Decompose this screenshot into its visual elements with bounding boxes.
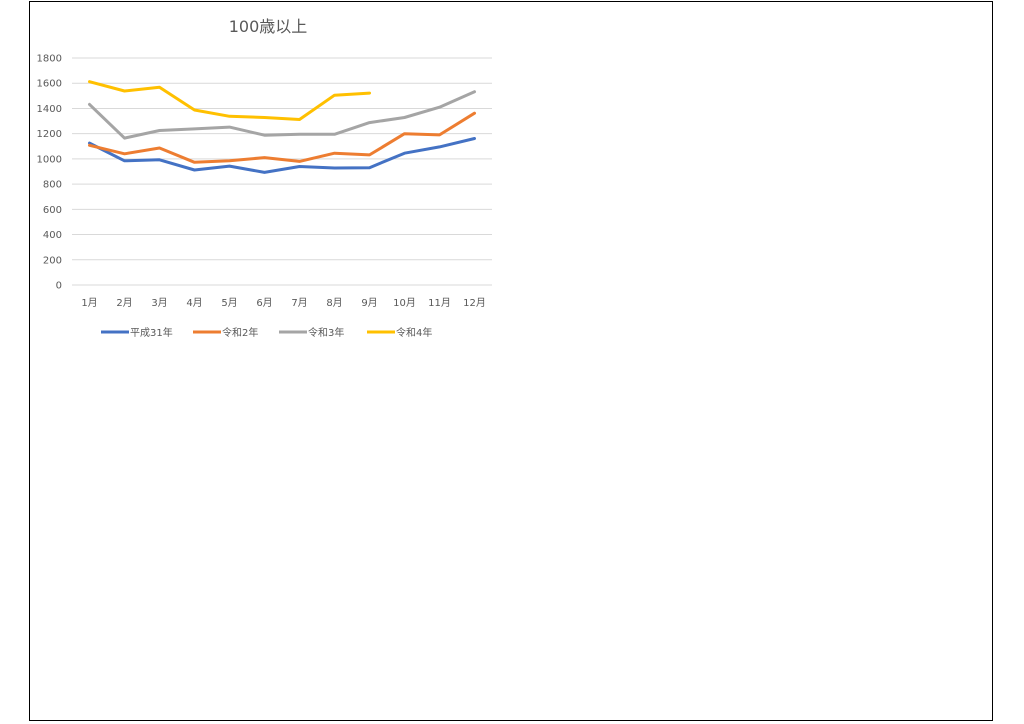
series-line [88, 80, 371, 121]
y-tick-label: 1800 [37, 54, 62, 65]
x-tick-label: 7月 [291, 297, 307, 309]
y-tick-label: 1000 [37, 154, 62, 165]
x-tick-label: 6月 [256, 297, 272, 309]
y-tick-label: 1600 [37, 79, 62, 90]
x-tick-label: 3月 [151, 297, 167, 309]
y-tick-label: 1400 [37, 104, 62, 115]
legend-label: 令和4年 [396, 326, 432, 339]
series-line [88, 137, 476, 174]
legend: 平成31年 令和2年 令和3年 令和4年 [101, 326, 432, 339]
x-tick-labels: 1月 2月 3月 4月 5月 6月 7月 8月 9月 10月 11月 12月 [81, 297, 486, 309]
y-tick-label: 0 [56, 281, 62, 292]
y-tick-label: 1200 [37, 129, 62, 140]
legend-label: 平成31年 [130, 326, 173, 339]
x-tick-label: 9月 [361, 297, 377, 309]
x-tick-label: 2月 [116, 297, 132, 309]
y-tick-labels: 0 200 400 600 800 1000 1200 1400 1600 1800 [37, 54, 62, 292]
x-tick-label: 11月 [428, 297, 451, 309]
x-tick-label: 1月 [81, 297, 97, 309]
y-tick-label: 200 [43, 255, 62, 266]
x-tick-label: 4月 [186, 297, 202, 309]
x-tick-label: 8月 [326, 297, 342, 309]
gridlines [72, 57, 492, 286]
y-tick-label: 800 [43, 180, 62, 191]
legend-label: 令和2年 [222, 326, 258, 339]
chart-title: 100歳以上 [229, 17, 308, 36]
series-line [88, 111, 476, 164]
x-tick-label: 5月 [221, 297, 237, 309]
legend-label: 令和3年 [308, 326, 344, 339]
series-lines [88, 80, 476, 174]
y-tick-label: 600 [43, 205, 62, 216]
series-line [88, 90, 476, 140]
page-frame [29, 1, 993, 721]
x-tick-label: 10月 [393, 297, 416, 309]
x-tick-label: 12月 [463, 297, 486, 309]
y-tick-label: 400 [43, 230, 62, 241]
